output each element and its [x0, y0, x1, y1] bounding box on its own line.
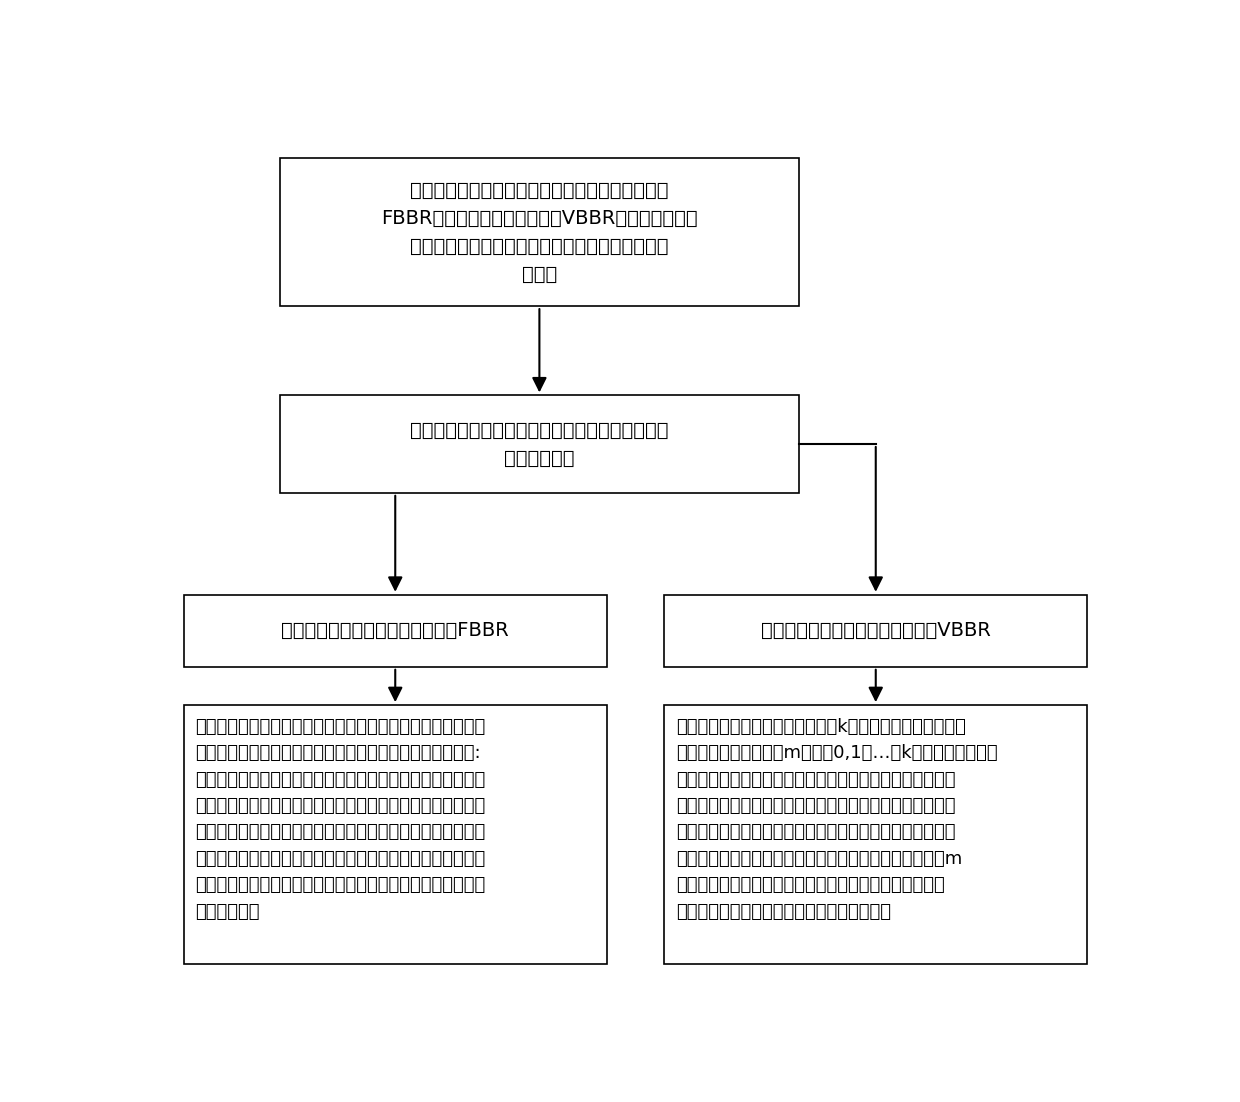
FancyBboxPatch shape: [184, 705, 606, 964]
Text: 根据当前请求的截止时间得到时隙k，并计算得到网络中各链
路每条边的带宽，时隙m依次取0,1，…，k，并将第一个时隙
作为当前时隙，对当前时隙的路径作如下操作：对: 根据当前请求的截止时间得到时隙k，并计算得到网络中各链 路每条边的带宽，时隙m依…: [676, 717, 997, 920]
FancyBboxPatch shape: [280, 158, 799, 306]
FancyBboxPatch shape: [665, 595, 1087, 667]
Text: 当前请求为固定带宽的大数据请求FBBR: 当前请求为固定带宽的大数据请求FBBR: [281, 622, 510, 640]
FancyBboxPatch shape: [184, 595, 606, 667]
Text: 对排序后的请求序列中的请求依次进行处理，并判
断请求的类型: 对排序后的请求序列中的请求依次进行处理，并判 断请求的类型: [410, 421, 668, 467]
FancyBboxPatch shape: [665, 705, 1087, 964]
Text: 当前请求为可变带宽的大数据请求VBBR: 当前请求为可变带宽的大数据请求VBBR: [761, 622, 991, 640]
Text: 将用户输入的多个请求分为固定带宽的大数据请求
FBBR和可变带宽的大数据请求VBBR两种类型，并基
于分类结果对所有请求进行排序，得到排序后的请
求序列: 将用户输入的多个请求分为固定带宽的大数据请求 FBBR和可变带宽的大数据请求VB…: [381, 181, 698, 283]
FancyBboxPatch shape: [280, 396, 799, 493]
Text: 根据当前请求的截止时间，得到时隙组合序列，将时隙组合序
列的第一个时隙作为当前时隙，并对当前时隙进行如下操作:
对当前时隙组合中的路径进行处理，得到当前请求在网: 根据当前请求的截止时间，得到时隙组合序列，将时隙组合序 列的第一个时隙作为当前时…: [196, 717, 486, 920]
